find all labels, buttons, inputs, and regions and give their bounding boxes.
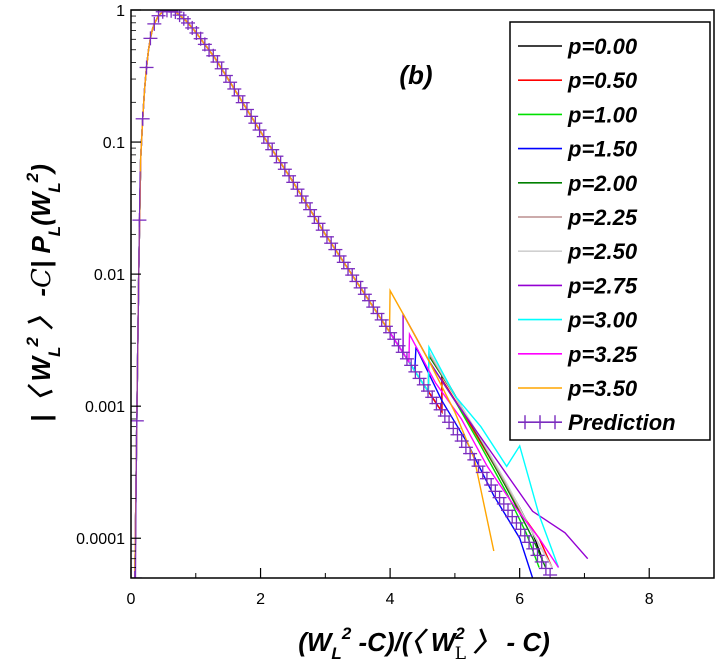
legend-item: p=3.00 (518, 308, 638, 333)
y-tick-label: 1 (116, 3, 125, 20)
legend-item: p=3.25 (518, 342, 638, 367)
y-axis-ticks: 0.0001 0.001 0.01 0.1 1 (76, 3, 141, 579)
legend-item: p=2.50 (518, 239, 638, 264)
legend-item: p=0.50 (518, 68, 638, 93)
legend-label: p=1.00 (567, 102, 638, 127)
legend-label: p=3.25 (567, 342, 638, 367)
legend-label: p=0.50 (567, 68, 638, 93)
legend-label: p=2.00 (567, 171, 638, 196)
legend-item: Prediction (518, 410, 676, 435)
prediction-marker (143, 31, 158, 46)
legend-label: p=0.00 (567, 34, 638, 59)
prediction-marker (131, 571, 142, 578)
legend-item: p=1.00 (518, 102, 638, 127)
y-tick-label: 0.01 (94, 267, 125, 284)
legend-item: p=2.25 (518, 205, 638, 230)
legend-item: p=1.50 (518, 137, 638, 162)
y-tick-label: 0.0001 (76, 531, 125, 548)
legend-box (509, 21, 711, 441)
plot-frame (130, 9, 715, 579)
x-tick-label: 2 (256, 591, 265, 608)
legend: p=0.00 p=0.50 p=1.00 p=1.50 p=2.00 p=2.25 p=2.… (509, 21, 711, 441)
legend-label: p=1.50 (567, 137, 638, 162)
x-tick-label: 8 (645, 591, 654, 608)
y-tick-label: 0.1 (103, 135, 125, 152)
prediction-marker (147, 16, 162, 31)
prediction-marker (135, 111, 150, 126)
legend-label: Prediction (568, 410, 676, 435)
legend-label: p=2.50 (567, 239, 638, 264)
legend-item: p=3.50 (518, 376, 638, 401)
legend-label: p=2.75 (567, 273, 638, 298)
prediction-marker (543, 567, 558, 578)
legend-label: p=3.00 (567, 308, 638, 333)
prediction-line (134, 171, 141, 578)
prediction-markers (131, 10, 558, 578)
x-axis-ticks: 0 2 4 6 8 (127, 568, 654, 608)
legend-label: p=3.50 (567, 376, 638, 401)
legend-item: p=2.75 (518, 273, 638, 298)
prediction-marker (139, 60, 154, 75)
legend-item: p=2.00 (518, 171, 638, 196)
legend-label: p=2.25 (567, 205, 638, 230)
x-tick-label: 6 (515, 591, 524, 608)
x-tick-label: 4 (386, 591, 395, 608)
panel-label: (b) (399, 60, 432, 90)
legend-item: p=0.00 (518, 34, 638, 59)
y-tick-label: 0.001 (85, 399, 125, 416)
x-tick-label: 0 (127, 591, 136, 608)
